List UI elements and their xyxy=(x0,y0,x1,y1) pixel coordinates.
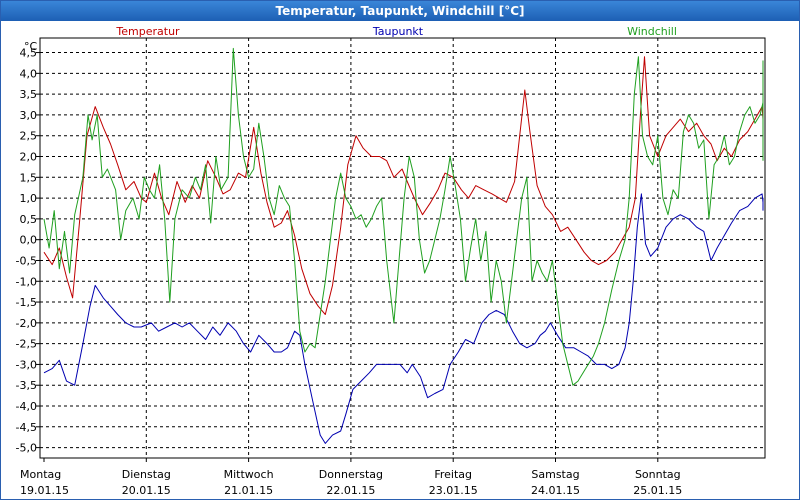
x-tick-weekday: Freitag xyxy=(434,468,472,481)
y-tick-label: -0,5 xyxy=(16,254,37,267)
legend: Temperatur Taupunkt Windchill xyxy=(115,25,677,38)
y-tick-label: 3,5 xyxy=(20,88,38,101)
y-tick-label: -2,0 xyxy=(16,317,37,330)
y-tick-label: -1,0 xyxy=(16,275,37,288)
x-tick-date: 25.01.15 xyxy=(633,484,682,497)
plot-area xyxy=(39,37,766,459)
series-line-taupunkt xyxy=(43,193,764,444)
chart-title: Temperatur, Taupunkt, Windchill [°C] xyxy=(1,1,799,21)
x-tick-weekday: Montag xyxy=(20,468,61,481)
legend-entry-taupunkt: Taupunkt xyxy=(372,25,424,38)
x-tick-weekday: Samstag xyxy=(531,468,579,481)
x-axis: Montag 19.01.15 Dienstag 20.01.15 Mittwoch 21… xyxy=(20,458,682,497)
plot-border xyxy=(39,37,766,459)
series-line-temperatur xyxy=(43,56,764,315)
x-tick-date: 19.01.15 xyxy=(20,484,69,497)
y-tick-label: 2,5 xyxy=(20,130,38,143)
legend-entry-windchill: Windchill xyxy=(627,25,677,38)
y-tick-label: -5,0 xyxy=(16,442,37,455)
y-tick-label: 4,5 xyxy=(20,47,38,60)
series-line-windchill xyxy=(43,47,764,386)
x-tick-date: 22.01.15 xyxy=(326,484,375,497)
y-tick-label: 3,0 xyxy=(20,109,38,122)
y-tick-label: -1,5 xyxy=(16,296,37,309)
x-tick-weekday: Dienstag xyxy=(122,468,171,481)
y-tick-label: 1,0 xyxy=(20,192,38,205)
y-tick-label: 2,0 xyxy=(20,151,38,164)
y-axis: 4,5 4,0 3,5 3,0 2,5 2,0 1,5 1,0 0,5 0,0 -0,5 -1,0 -1… xyxy=(16,47,40,455)
y-tick-label: -4,0 xyxy=(16,400,37,413)
x-tick-date: 23.01.15 xyxy=(429,484,478,497)
legend-entry-temperatur: Temperatur xyxy=(115,25,180,38)
x-tick-date: 20.01.15 xyxy=(122,484,171,497)
grid-lines xyxy=(40,38,765,458)
y-tick-label: -3,0 xyxy=(16,358,37,371)
y-tick-label: 0,0 xyxy=(20,234,38,247)
y-tick-label: 1,5 xyxy=(20,171,38,184)
y-tick-label: 4,0 xyxy=(20,67,38,80)
x-tick-date: 24.01.15 xyxy=(531,484,580,497)
y-tick-label: -4,5 xyxy=(16,421,37,434)
y-axis-label: °C xyxy=(24,40,38,53)
x-tick-weekday: Mittwoch xyxy=(224,468,274,481)
y-tick-label: -2,5 xyxy=(16,338,37,351)
x-tick-date: 21.01.15 xyxy=(224,484,273,497)
y-tick-label: 0,5 xyxy=(20,213,38,226)
x-tick-weekday: Donnerstag xyxy=(319,468,383,481)
series-lines xyxy=(43,47,764,444)
x-tick-weekday: Sonntag xyxy=(635,468,681,481)
y-tick-label: -3,5 xyxy=(16,379,37,392)
